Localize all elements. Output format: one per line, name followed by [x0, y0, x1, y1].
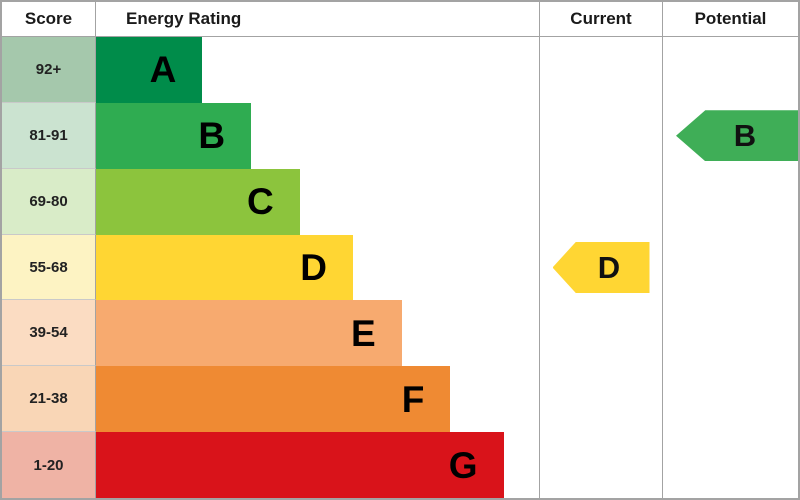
potential-cell	[662, 37, 798, 103]
energy-rating-column-header: Energy Rating	[126, 9, 242, 28]
score-range: 81-91	[2, 102, 96, 169]
rating-letter: C	[247, 181, 274, 223]
current-rating-letter: D	[597, 250, 621, 285]
current-cell	[539, 432, 662, 499]
score-range: 69-80	[2, 168, 96, 235]
band-row-e: 39-54 E	[2, 300, 798, 367]
potential-column-header: Potential	[662, 2, 798, 36]
rating-letter: A	[149, 49, 177, 91]
band-row-c: 69-80 C	[2, 168, 798, 235]
potential-cell	[662, 366, 798, 433]
potential-cell	[662, 300, 798, 367]
current-cell	[539, 168, 662, 235]
rating-letter: G	[448, 444, 478, 486]
score-range: 55-68	[2, 234, 96, 301]
potential-rating-letter: B	[733, 118, 757, 154]
score-column-header: Score	[2, 2, 96, 36]
rating-bar-g: G	[96, 432, 504, 499]
rating-letter: F	[401, 378, 425, 420]
rating-bar-track: B	[96, 102, 539, 169]
score-range: 92+	[2, 37, 96, 103]
score-range: 1-20	[2, 432, 96, 499]
current-column-header: Current	[539, 2, 662, 36]
current-rating-arrow: D	[552, 242, 650, 293]
band-row-b: 81-91 B B	[2, 102, 798, 169]
rating-bar-c: C	[96, 168, 300, 235]
rating-letter: E	[350, 312, 376, 354]
score-range: 21-38	[2, 366, 96, 433]
rating-letter: D	[300, 247, 327, 288]
rating-bar-a: A	[96, 37, 203, 103]
rating-bar-track: E	[96, 300, 539, 367]
score-range: 39-54	[2, 300, 96, 367]
potential-cell	[662, 234, 798, 301]
potential-cell	[662, 168, 798, 235]
potential-rating-arrow: B	[676, 110, 798, 162]
potential-cell: B	[662, 102, 798, 169]
band-row-a: 92+ A	[2, 37, 798, 103]
potential-cell	[662, 432, 798, 499]
current-cell	[539, 300, 662, 367]
rating-bar-track: F	[96, 366, 539, 433]
chart-body: 92+ A 81-91 B B 69-	[2, 37, 798, 499]
rating-bar-track: A	[96, 37, 539, 103]
rating-bar-e: E	[96, 300, 402, 367]
rating-letter: B	[198, 115, 226, 157]
current-cell	[539, 37, 662, 103]
current-cell	[539, 366, 662, 433]
rating-bar-d: D	[96, 234, 353, 301]
band-row-g: 1-20 G	[2, 432, 798, 499]
current-cell: D	[539, 234, 662, 301]
rating-bar-track: C	[96, 168, 539, 235]
rating-bar-b: B	[96, 102, 252, 169]
current-cell	[539, 102, 662, 169]
band-row-d: 55-68 D D	[2, 234, 798, 301]
band-row-f: 21-38 F	[2, 366, 798, 433]
rating-bar-track: G	[96, 432, 539, 499]
rating-bar-f: F	[96, 366, 451, 433]
rating-bar-track: D	[96, 234, 539, 301]
chart-header: Score Energy Rating Current Potential	[2, 2, 798, 37]
